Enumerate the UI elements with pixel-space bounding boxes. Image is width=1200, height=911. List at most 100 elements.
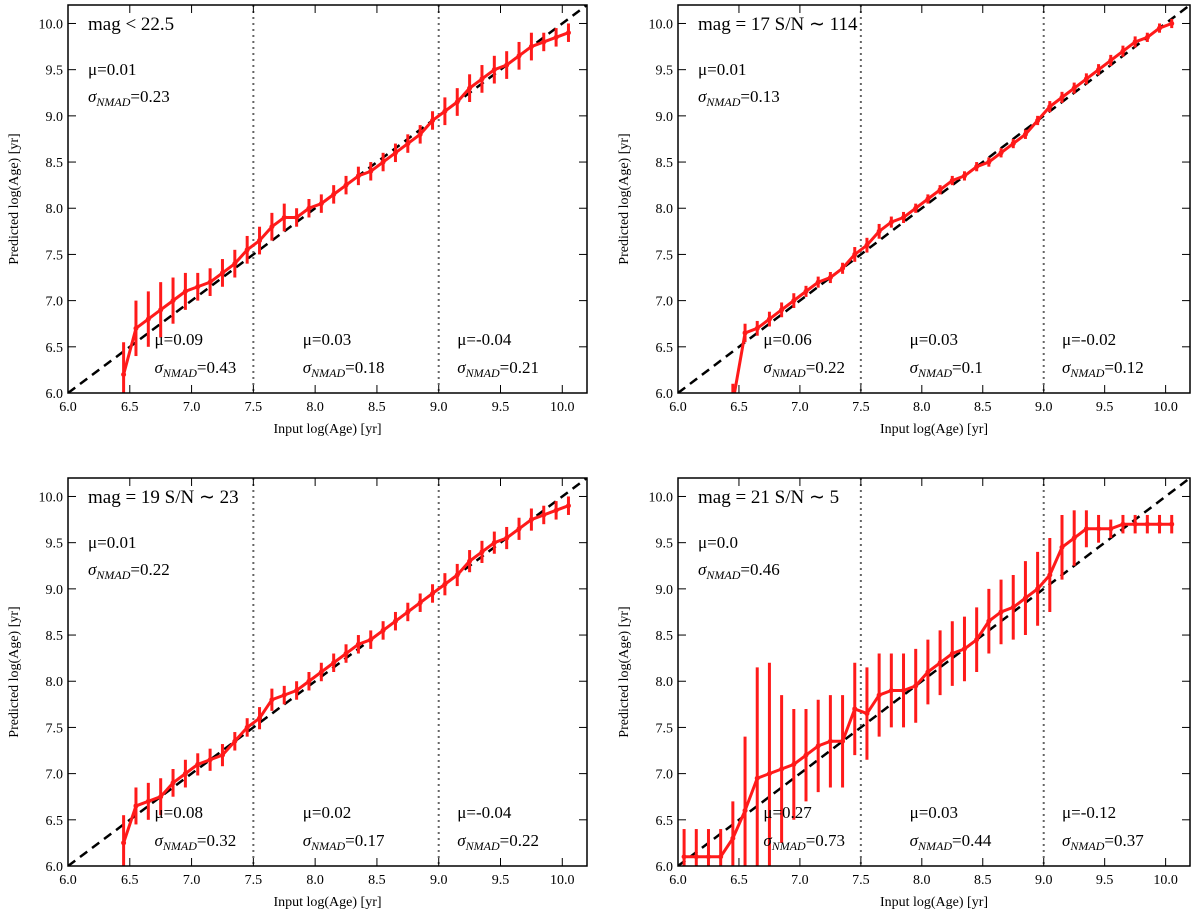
median-point xyxy=(528,44,534,50)
y-tick-label: 8.5 xyxy=(656,156,674,171)
panel: 6.0 6.5 7.0 7.5 8.0 8.5 9.0 9.5 10.0 6.0 6.5 7.0 7.5… xyxy=(7,4,588,437)
y-tick-label: 7.5 xyxy=(46,248,64,263)
median-point xyxy=(392,150,398,156)
x-tick-label: 8.5 xyxy=(974,400,992,415)
median-point xyxy=(730,835,736,841)
sigma-annotation: σNMAD=0.73 xyxy=(763,831,845,853)
median-point xyxy=(491,540,497,546)
y-tick-label: 6.5 xyxy=(656,341,674,356)
sigma-subscript: NMAD xyxy=(1069,839,1104,853)
panel-title: mag = 17 S/N ∼ 114 xyxy=(698,14,858,35)
y-tick-label: 6.0 xyxy=(656,387,674,402)
median-point xyxy=(949,651,955,657)
x-tick-label: 7.0 xyxy=(183,400,201,415)
sigma-value: =0.18 xyxy=(345,358,384,377)
x-tick-label: 8.0 xyxy=(913,400,931,415)
sigma-annotation: σNMAD=0.32 xyxy=(155,831,237,853)
median-point xyxy=(827,275,833,281)
median-point xyxy=(244,724,250,730)
median-point xyxy=(1071,85,1077,91)
axes-frame xyxy=(67,477,588,867)
median-point xyxy=(318,201,324,207)
x-tick-label: 9.5 xyxy=(492,873,510,888)
median-point xyxy=(888,687,894,693)
x-tick-label: 6.0 xyxy=(669,873,687,888)
median-point xyxy=(1047,104,1053,110)
sigma-symbol: σ xyxy=(763,358,772,377)
median-point xyxy=(1035,117,1041,123)
median-point xyxy=(876,692,882,698)
x-tick-label: 6.0 xyxy=(59,400,77,415)
median-point xyxy=(430,590,436,596)
y-tick-label: 8.0 xyxy=(46,675,64,690)
x-tick-label: 10.0 xyxy=(1153,873,1178,888)
y-tick-label: 8.0 xyxy=(46,202,64,217)
median-point xyxy=(479,549,485,555)
bin-mu: μ=-0.04 xyxy=(457,330,512,349)
bin-mu: μ=0.09 xyxy=(155,330,203,349)
median-point xyxy=(1022,131,1028,137)
sigma-symbol: σ xyxy=(457,358,466,377)
sigma-value: =0.23 xyxy=(130,87,169,106)
median-point xyxy=(852,251,858,257)
bin-mu: μ=0.02 xyxy=(303,803,351,822)
median-point xyxy=(888,219,894,225)
x-tick-label: 7.0 xyxy=(791,400,809,415)
median-point xyxy=(949,178,955,184)
median-point xyxy=(541,39,547,45)
median-point xyxy=(1035,586,1041,592)
median-point xyxy=(380,627,386,633)
sigma-subscript: NMAD xyxy=(705,568,740,582)
median-point xyxy=(467,85,473,91)
median-point xyxy=(306,678,312,684)
x-tick-label: 7.5 xyxy=(245,400,263,415)
y-tick-label: 6.0 xyxy=(46,860,64,875)
median-point xyxy=(355,173,361,179)
median-point xyxy=(742,808,748,814)
x-tick-label: 9.5 xyxy=(1096,400,1114,415)
median-point xyxy=(207,279,213,285)
median-point xyxy=(121,372,127,378)
y-tick-label: 10.0 xyxy=(649,17,674,32)
median-point xyxy=(281,692,287,698)
axes-frame xyxy=(67,4,588,394)
median-point xyxy=(1059,544,1065,550)
median-point xyxy=(1071,535,1077,541)
y-tick-label: 8.0 xyxy=(656,202,674,217)
x-tick-label: 9.0 xyxy=(1035,400,1053,415)
sigma-annotation: σNMAD=0.13 xyxy=(698,87,780,109)
median-point xyxy=(355,641,361,647)
y-axis-label: Predicted log(Age) [yr] xyxy=(7,133,22,264)
sigma-value: =0.22 xyxy=(130,560,169,579)
median-line xyxy=(122,31,569,375)
x-tick-label: 9.0 xyxy=(430,400,448,415)
median-point xyxy=(232,738,238,744)
sigma-subscript: NMAD xyxy=(917,839,952,853)
y-tick-label: 6.5 xyxy=(656,814,674,829)
bin-mu: μ=0.03 xyxy=(303,330,351,349)
sigma-subscript: NMAD xyxy=(1069,366,1104,380)
plot-area xyxy=(68,478,587,866)
sigma-subscript: NMAD xyxy=(162,839,197,853)
one-to-one-line xyxy=(678,478,1190,866)
x-tick-label: 6.0 xyxy=(59,873,77,888)
median-point xyxy=(392,618,398,624)
median-point xyxy=(195,284,201,290)
median-point xyxy=(1169,20,1175,26)
x-tick-label: 6.5 xyxy=(121,873,139,888)
sigma-symbol: σ xyxy=(155,358,164,377)
panel-title: mag = 21 S/N ∼ 5 xyxy=(698,487,839,508)
median-point xyxy=(244,247,250,253)
sigma-value: =0.44 xyxy=(952,831,992,850)
x-tick-label: 6.5 xyxy=(730,873,748,888)
y-tick-label: 8.5 xyxy=(46,629,64,644)
x-tick-label: 10.0 xyxy=(550,400,575,415)
median-point xyxy=(368,168,374,174)
median-point xyxy=(306,205,312,211)
sigma-subscript: NMAD xyxy=(465,839,500,853)
x-tick-label: 8.5 xyxy=(368,400,386,415)
y-tick-label: 7.0 xyxy=(46,295,64,310)
y-tick-label: 7.0 xyxy=(656,295,674,310)
x-tick-label: 7.0 xyxy=(791,873,809,888)
